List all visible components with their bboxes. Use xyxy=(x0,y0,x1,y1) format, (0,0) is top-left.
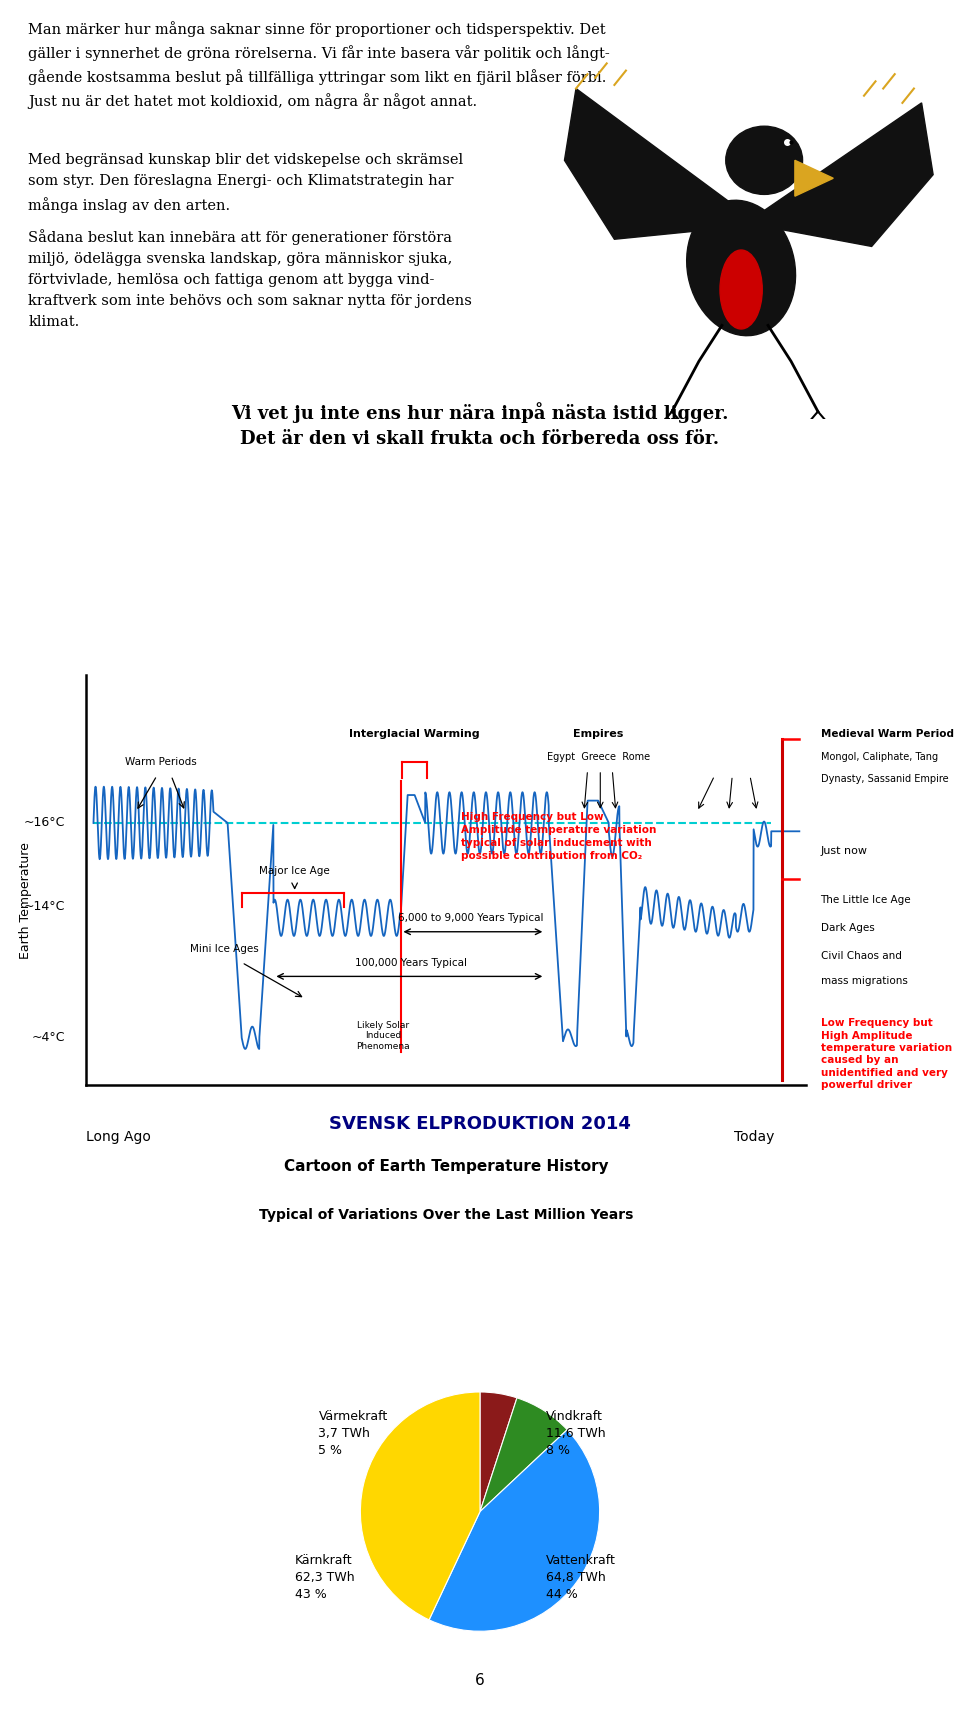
Text: Low Frequency but
High Amplitude
temperature variation
caused by an
unidentified: Low Frequency but High Amplitude tempera… xyxy=(821,1019,951,1090)
Text: Today: Today xyxy=(734,1130,775,1145)
Text: SVENSK ELPRODUKTION 2014: SVENSK ELPRODUKTION 2014 xyxy=(329,1116,631,1133)
Text: Major Ice Age: Major Ice Age xyxy=(259,866,330,877)
Ellipse shape xyxy=(720,250,762,328)
Text: Mini Ice Ages: Mini Ice Ages xyxy=(190,943,258,954)
Text: Sådana beslut kan innebära att för generationer förstöra
miljö, ödelägga svenska: Sådana beslut kan innebära att för gener… xyxy=(29,229,472,330)
Text: Medieval Warm Period: Medieval Warm Period xyxy=(821,730,953,740)
Text: Dynasty, Sassanid Empire: Dynasty, Sassanid Empire xyxy=(821,774,948,784)
Text: Kärnkraft
62,3 TWh
43 %: Kärnkraft 62,3 TWh 43 % xyxy=(295,1553,354,1601)
Text: The Little Ice Age: The Little Ice Age xyxy=(821,896,911,906)
Text: 6: 6 xyxy=(475,1673,485,1688)
Polygon shape xyxy=(764,103,933,246)
Text: 6,000 to 9,000 Years Typical: 6,000 to 9,000 Years Typical xyxy=(398,913,544,923)
Text: Värmekraft
3,7 TWh
5 %: Värmekraft 3,7 TWh 5 % xyxy=(319,1410,388,1458)
Text: Civil Chaos and: Civil Chaos and xyxy=(821,952,901,960)
Text: Likely Solar
Induced
Phenomena: Likely Solar Induced Phenomena xyxy=(356,1020,410,1051)
Text: Vindkraft
11,6 TWh
8 %: Vindkraft 11,6 TWh 8 % xyxy=(546,1410,606,1458)
Text: Empires: Empires xyxy=(573,730,623,740)
Text: Man märker hur många saknar sinne för proportioner och tidsperspektiv. Det
gälle: Man märker hur många saknar sinne för pr… xyxy=(29,21,611,109)
Text: Cartoon of Earth Temperature History: Cartoon of Earth Temperature History xyxy=(284,1159,609,1174)
Wedge shape xyxy=(480,1398,567,1512)
Text: Earth Temperature: Earth Temperature xyxy=(18,843,32,959)
Text: Vi vet ju inte ens hur nära inpå nästa istid ligger.
Det är den vi skall frukta : Vi vet ju inte ens hur nära inpå nästa i… xyxy=(231,402,729,448)
Text: mass migrations: mass migrations xyxy=(821,976,907,986)
Text: Interglacial Warming: Interglacial Warming xyxy=(349,730,480,740)
Text: Just now: Just now xyxy=(821,846,868,856)
Text: Egypt  Greece  Rome: Egypt Greece Rome xyxy=(546,752,650,762)
Ellipse shape xyxy=(686,200,796,335)
Wedge shape xyxy=(429,1430,600,1630)
Text: ~4°C: ~4°C xyxy=(32,1031,65,1044)
Text: Med begränsad kunskap blir det vidskepelse och skrämsel
som styr. Den föreslagna: Med begränsad kunskap blir det vidskepel… xyxy=(29,154,464,212)
Text: Mongol, Caliphate, Tang: Mongol, Caliphate, Tang xyxy=(821,752,938,762)
Polygon shape xyxy=(564,89,741,239)
Ellipse shape xyxy=(726,126,803,195)
Text: Vattenkraft
64,8 TWh
44 %: Vattenkraft 64,8 TWh 44 % xyxy=(546,1553,615,1601)
Text: ~14°C: ~14°C xyxy=(24,901,65,913)
Text: Dark Ages: Dark Ages xyxy=(821,923,875,933)
Text: 100,000 Years Typical: 100,000 Years Typical xyxy=(355,959,468,967)
Polygon shape xyxy=(795,161,833,197)
Text: ~16°C: ~16°C xyxy=(24,817,65,829)
Wedge shape xyxy=(360,1391,480,1620)
Text: Warm Periods: Warm Periods xyxy=(125,757,197,767)
Wedge shape xyxy=(480,1391,517,1512)
Text: Typical of Variations Over the Last Million Years: Typical of Variations Over the Last Mill… xyxy=(259,1208,634,1222)
Text: Long Ago: Long Ago xyxy=(86,1130,152,1145)
Text: High Frequency but Low
Amplitude temperature variation
typical of solar induceme: High Frequency but Low Amplitude tempera… xyxy=(461,812,656,861)
